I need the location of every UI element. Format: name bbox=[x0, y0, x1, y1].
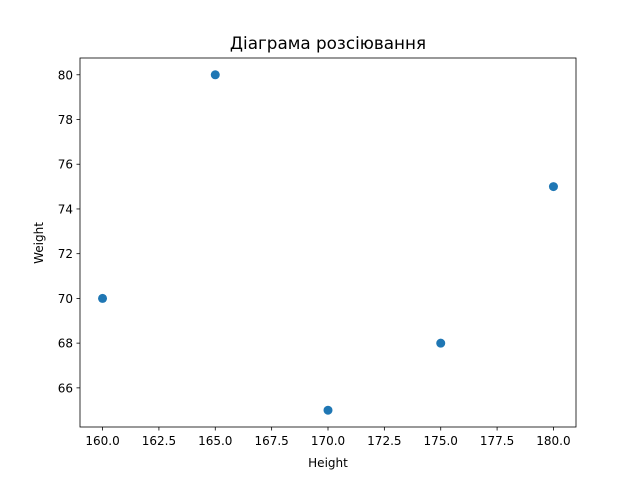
x-tick-label: 180.0 bbox=[536, 434, 570, 448]
plot-frame bbox=[79, 57, 577, 428]
data-point bbox=[323, 405, 333, 415]
x-tick-label: 172.5 bbox=[367, 434, 401, 448]
y-tick-label: 76 bbox=[58, 158, 73, 172]
x-tick-label: 160.0 bbox=[85, 434, 119, 448]
x-tick-label: 177.5 bbox=[480, 434, 514, 448]
x-axis-ticks: 160.0 162.5 165.0 167.5 170.0 172.5 175.0 177.5… bbox=[85, 427, 571, 448]
x-tick-label: 162.5 bbox=[142, 434, 176, 448]
x-tick-label: 175.0 bbox=[424, 434, 458, 448]
data-point bbox=[548, 182, 558, 192]
y-axis-ticks: 66 68 70 72 74 76 78 80 bbox=[58, 68, 80, 395]
x-axis-label: Height bbox=[308, 456, 348, 470]
data-point bbox=[98, 293, 108, 303]
y-tick-label: 72 bbox=[58, 247, 73, 261]
data-point bbox=[436, 338, 446, 348]
y-tick-label: 78 bbox=[58, 113, 73, 127]
data-point bbox=[210, 70, 220, 80]
x-tick-label: 165.0 bbox=[198, 434, 232, 448]
y-tick-label: 70 bbox=[58, 292, 73, 306]
data-points bbox=[98, 70, 558, 415]
chart-title: Діаграма розсіювання bbox=[230, 33, 426, 53]
y-tick-label: 74 bbox=[58, 202, 73, 216]
x-tick-label: 170.0 bbox=[311, 434, 345, 448]
y-tick-label: 66 bbox=[58, 381, 73, 395]
y-tick-label: 68 bbox=[58, 337, 73, 351]
y-axis-label: Weight bbox=[32, 222, 46, 264]
x-tick-label: 167.5 bbox=[254, 434, 288, 448]
y-tick-label: 80 bbox=[58, 68, 73, 82]
